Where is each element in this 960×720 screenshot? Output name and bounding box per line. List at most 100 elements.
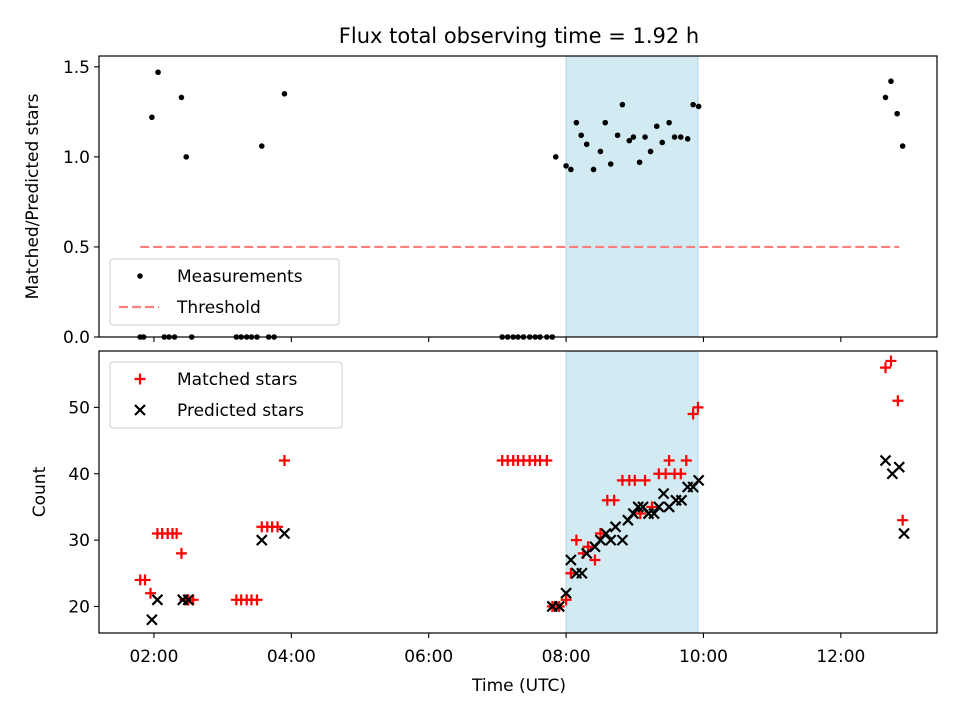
measurement-point bbox=[671, 134, 678, 140]
matched-star-point bbox=[629, 474, 641, 486]
measurement-point bbox=[690, 101, 696, 108]
matched-star-point bbox=[680, 454, 692, 466]
measurement-point bbox=[149, 114, 155, 121]
predicted-star-point bbox=[675, 494, 688, 507]
measurement-point bbox=[894, 110, 900, 117]
matched-star-point bbox=[175, 547, 187, 559]
matched-star-point bbox=[272, 521, 284, 533]
matched-star-point bbox=[663, 454, 675, 466]
measurement-point bbox=[563, 163, 569, 169]
legend-marker-x bbox=[134, 404, 146, 416]
predicted-star-point bbox=[151, 594, 164, 606]
panel-bottom: 02:00 04:00 06:00 08:00 10:00 12:00 20 30 40 50 Co… bbox=[30, 350, 938, 696]
y-tick-label: 20 bbox=[68, 597, 90, 617]
x-axis-label: Time (UTC) bbox=[471, 676, 566, 696]
predicted-star-point bbox=[632, 501, 644, 513]
matched-star-point bbox=[251, 594, 263, 606]
measurement-point bbox=[552, 154, 559, 160]
predicted-star-point bbox=[146, 613, 158, 626]
y-tick-label: 40 bbox=[68, 465, 90, 485]
legend-label: Matched stars bbox=[177, 370, 297, 390]
predicted-star-point bbox=[898, 527, 910, 540]
matched-star-point bbox=[145, 587, 157, 599]
y-axis-label: Count bbox=[30, 466, 50, 517]
matched-star-point bbox=[687, 408, 699, 420]
measurement-point bbox=[899, 143, 906, 149]
matched-star-point bbox=[675, 468, 687, 480]
x-tick-label: 06:00 bbox=[404, 647, 453, 667]
measurement-point bbox=[178, 94, 185, 101]
legend-marker-dot bbox=[137, 273, 143, 279]
matched-star-point bbox=[171, 527, 183, 539]
plot-frame bbox=[98, 55, 938, 338]
y-tick-label: 1.5 bbox=[63, 58, 90, 78]
measurement-point bbox=[677, 134, 684, 140]
highlight-span bbox=[565, 350, 699, 634]
predicted-star-point bbox=[604, 534, 617, 546]
predicted-star-point bbox=[576, 567, 588, 580]
legend-label: Measurements bbox=[177, 267, 303, 287]
chart-title: Flux total observing time = 1.92 h bbox=[339, 24, 699, 48]
y-tick-label: 0.5 bbox=[63, 238, 90, 258]
measurement-point bbox=[653, 123, 660, 130]
measurement-point bbox=[642, 134, 648, 140]
y-tick-label: 30 bbox=[68, 531, 90, 551]
predicted-star-point bbox=[648, 507, 660, 520]
matched-star-point bbox=[565, 567, 577, 579]
predicted-star-point bbox=[893, 461, 905, 473]
measurement-point bbox=[626, 137, 633, 144]
measurement-point bbox=[155, 69, 161, 76]
y-tick-label: 0.0 bbox=[63, 328, 90, 348]
predicted-star-point bbox=[692, 474, 705, 487]
matched-star-point bbox=[885, 355, 897, 367]
measurement-point bbox=[630, 134, 637, 140]
predicted-star-point bbox=[182, 594, 195, 606]
measurement-point bbox=[888, 78, 894, 85]
measurement-point bbox=[882, 94, 889, 101]
predicted-star-point bbox=[616, 534, 629, 546]
matched-star-point bbox=[278, 454, 290, 466]
matched-star-point bbox=[892, 395, 904, 407]
matched-star-point bbox=[879, 362, 891, 374]
highlight-span bbox=[565, 55, 699, 338]
predicted-star-point bbox=[653, 501, 665, 513]
panel-top: 0.0 0.5 1.0 1.5 Matched/Predicted stars Measu… bbox=[23, 55, 938, 348]
measurement-point bbox=[597, 148, 604, 155]
measurement-point bbox=[659, 139, 666, 146]
measurement-point bbox=[281, 91, 288, 97]
matched-star-point bbox=[570, 534, 582, 546]
x-tick-label: 08:00 bbox=[542, 647, 591, 667]
matched-star-point bbox=[639, 474, 651, 486]
matched-star-point bbox=[541, 454, 553, 466]
measurement-point bbox=[607, 161, 614, 167]
measurement-point bbox=[590, 166, 597, 173]
measurement-point bbox=[695, 103, 702, 110]
legend: Measurements Threshold bbox=[109, 258, 340, 326]
x-tick-label: 04:00 bbox=[267, 647, 316, 667]
predicted-star-point bbox=[278, 527, 291, 540]
legend-marker-plus bbox=[134, 373, 146, 385]
legend: Matched stars Predicted stars bbox=[109, 361, 343, 429]
predicted-star-point bbox=[560, 587, 572, 599]
predicted-star-point bbox=[580, 547, 593, 560]
predicted-star-point bbox=[879, 454, 892, 467]
predicted-star-point bbox=[657, 487, 670, 500]
measurement-point bbox=[602, 119, 609, 126]
matched-star-point bbox=[897, 514, 909, 526]
matched-star-point bbox=[560, 594, 572, 606]
matched-star-point bbox=[139, 574, 151, 586]
plot-frame bbox=[98, 350, 938, 634]
matched-star-point bbox=[582, 541, 594, 553]
predicted-star-point bbox=[256, 534, 268, 546]
measurement-point bbox=[614, 132, 621, 139]
matched-star-point bbox=[589, 554, 601, 566]
legend-box bbox=[109, 258, 340, 326]
measurement-point bbox=[573, 119, 580, 126]
y-axis-label: Matched/Predicted stars bbox=[23, 93, 43, 299]
measurement-point bbox=[666, 119, 672, 126]
predicted-star-point bbox=[627, 507, 640, 520]
predicted-star-point bbox=[565, 554, 577, 566]
x-tick-label: 10:00 bbox=[679, 647, 728, 667]
